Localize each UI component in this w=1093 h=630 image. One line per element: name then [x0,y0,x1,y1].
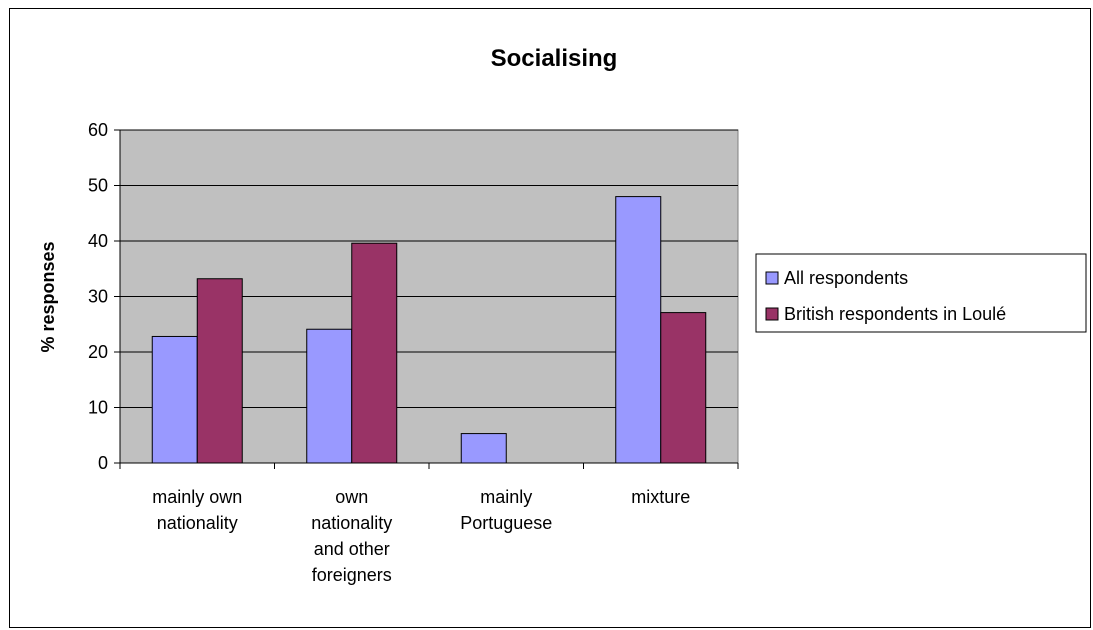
y-tick-label: 50 [88,176,108,196]
legend-label: British respondents in Loulé [784,304,1006,324]
chart-title: Socialising [491,45,618,72]
legend-swatch [765,307,779,321]
y-tick-label: 30 [88,287,108,307]
legend-box [755,253,1087,333]
y-tick-label: 60 [88,120,108,140]
x-category-label: own nationality and other foreigners [311,487,392,585]
y-tick-label: 0 [98,453,108,473]
x-category-label: mainly Portuguese [460,487,552,533]
y-tick-label: 40 [88,231,108,251]
bar-british-respondents-3 [660,312,707,464]
x-category-label: mainly own nationality [152,487,242,533]
plot-area: 0 10 20 30 40 50 60 mainly own nationality own nat… [88,120,739,585]
bar-all-respondents-2 [460,433,507,464]
legend-label: All respondents [784,268,908,288]
legend: All respondents British respondents in Lo… [755,253,1087,333]
bar-british-respondents-1 [351,242,398,464]
x-category-label: mixture [631,487,690,507]
bar-all-respondents-3 [615,196,662,464]
bar-british-respondents-0 [196,278,243,464]
legend-swatch [765,271,779,285]
y-tick-label: 10 [88,398,108,418]
y-tick-label: 20 [88,342,108,362]
bar-all-respondents-0 [151,335,198,464]
y-axis-label: % responses [38,241,58,352]
bar-all-respondents-1 [306,328,353,464]
